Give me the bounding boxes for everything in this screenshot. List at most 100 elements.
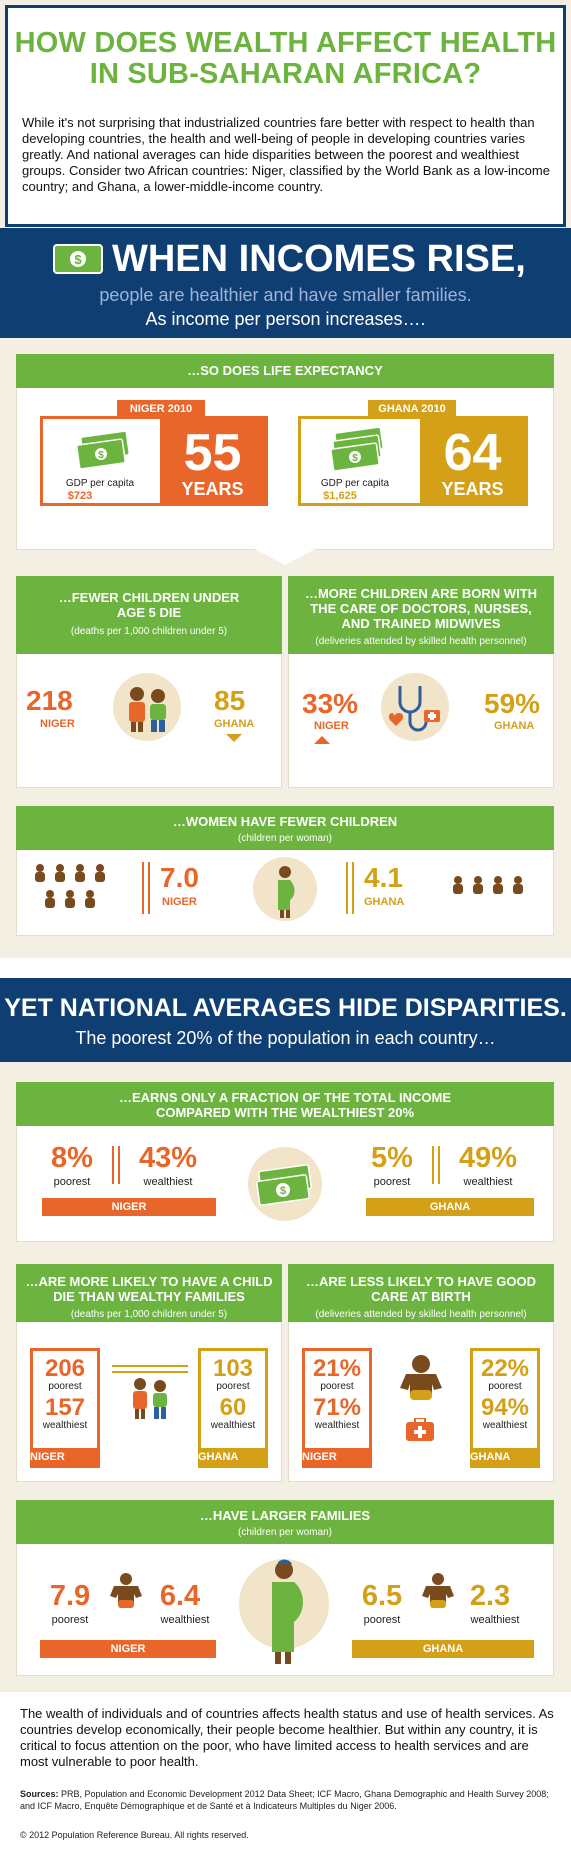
care-at-birth-title: …ARE LESS LIKELY TO HAVE GOOD CARE AT BI… <box>306 1274 536 1304</box>
ghana-label: GHANA <box>364 896 405 908</box>
intro-paragraph: While it's not surprising that industria… <box>22 115 550 194</box>
babies-icon <box>453 876 523 894</box>
niger-poorest-child-deaths: 206 <box>44 1355 86 1382</box>
poorest-label: poorest <box>373 1176 411 1188</box>
copyright: © 2012 Population Reference Bureau. All … <box>20 1830 249 1840</box>
life-expectancy-heading: …SO DOES LIFE EXPECTANCY <box>16 354 554 388</box>
svg-text:$: $ <box>98 450 104 461</box>
niger-bar: NIGER <box>40 1640 216 1658</box>
ghana-bar: GHANA <box>470 1448 540 1466</box>
niger-life-expectancy: 55 <box>183 424 242 482</box>
divider <box>346 862 354 914</box>
fertility-heading: …WOMEN HAVE FEWER CHILDREN (children per… <box>16 806 554 850</box>
children-icon <box>113 673 181 741</box>
ghana-gdp-value: $1,625 <box>323 490 357 502</box>
ghana-years-label: YEARS <box>441 479 504 499</box>
families-subtitle: (children per woman) <box>238 1527 332 1538</box>
child-deaths-heading: …FEWER CHILDREN UNDER AGE 5 DIE (deaths … <box>16 576 282 654</box>
ghana-life-expectancy: 64 <box>443 424 502 482</box>
child-death-subtitle: (deaths per 1,000 children under 5) <box>70 1309 228 1320</box>
poorest-label: poorest <box>363 1614 401 1626</box>
section1-subtitle: people are healthier and have smaller fa… <box>99 285 472 305</box>
poorest-label: poorest <box>51 1614 89 1626</box>
card-pointer <box>255 549 315 565</box>
section2-banner <box>0 978 571 1062</box>
closing-paragraph: The wealth of individuals and of countri… <box>20 1706 554 1769</box>
ghana-child-deaths: 85 <box>214 685 246 716</box>
ghana-2010-tag: GHANA 2010 <box>368 400 456 418</box>
ghana-wealthiest-fertility: 2.3 <box>469 1580 511 1612</box>
wealthiest-label: wealthiest <box>42 1420 88 1431</box>
sources-text: PRB, Population and Economic Development… <box>20 1789 549 1811</box>
ghana-bar: GHANA <box>366 1198 534 1216</box>
up-arrow-icon <box>314 736 330 744</box>
title-line-2: IN SUB-SAHARAN AFRICA? <box>89 58 482 90</box>
niger-bar: NIGER <box>42 1198 216 1216</box>
children-icon <box>112 1365 188 1419</box>
child-death-heading: …ARE MORE LIKELY TO HAVE A CHILD DIE THA… <box>16 1264 282 1322</box>
poorest-label: poorest <box>320 1381 354 1392</box>
niger-years-label: YEARS <box>181 479 244 499</box>
divider <box>112 1146 120 1184</box>
ghana-bar: GHANA <box>198 1448 268 1466</box>
fertility-subtitle: (children per woman) <box>238 833 332 844</box>
families-heading: …HAVE LARGER FAMILIES (children per woma… <box>16 1500 554 1544</box>
niger-label: NIGER <box>314 720 349 732</box>
ghana-wealthiest-care: 94% <box>480 1394 530 1421</box>
niger-gdp-value: $723 <box>67 490 93 502</box>
header-frame <box>5 5 566 227</box>
wealthiest-label: wealthiest <box>143 1176 193 1188</box>
care-at-birth-heading: …ARE LESS LIKELY TO HAVE GOOD CARE AT BI… <box>288 1264 554 1322</box>
section2-subtitle: The poorest 20% of the population in eac… <box>75 1028 496 1048</box>
svg-text:$: $ <box>280 1185 286 1197</box>
ghana-bar: GHANA <box>352 1640 534 1658</box>
niger-skilled-care: 33% <box>302 688 359 719</box>
ghana-years-box: 64 YEARS <box>420 419 525 503</box>
money-icon: $ <box>248 1147 322 1221</box>
ghana-wealthiest-income: 49% <box>458 1142 518 1174</box>
income-heading: …EARNS ONLY A FRACTION OF THE TOTAL INCO… <box>16 1082 554 1126</box>
poorest-label: poorest <box>216 1381 250 1392</box>
ghana-skilled-care: 59% <box>484 688 541 719</box>
niger-child-deaths: 218 <box>26 685 73 716</box>
pregnant-woman-icon <box>253 857 317 921</box>
wealthiest-label: wealthiest <box>470 1614 520 1626</box>
money-icon: $ <box>76 432 130 470</box>
families-title: …HAVE LARGER FAMILIES <box>199 1508 371 1523</box>
niger-bar: NIGER <box>30 1448 100 1466</box>
niger-fertility: 7.0 <box>160 862 199 893</box>
poorest-label: poorest <box>48 1381 82 1392</box>
divider <box>432 1146 440 1184</box>
poorest-label: poorest <box>53 1176 91 1188</box>
child-deaths-subtitle: (deaths per 1,000 children under 5) <box>70 626 228 637</box>
section1-title: WHEN INCOMES RISE, <box>112 238 526 280</box>
skilled-care-subtitle: (deliveries attended by skilled health p… <box>315 636 527 647</box>
svg-text:$: $ <box>74 252 82 267</box>
child-deaths-title: …FEWER CHILDREN UNDER AGE 5 DIE <box>58 590 240 620</box>
niger-wealthiest-care: 71% <box>312 1394 362 1421</box>
niger-years-box: 55 YEARS <box>160 419 265 503</box>
niger-wealthiest-child-deaths: 157 <box>44 1394 86 1421</box>
wealthiest-label: wealthiest <box>210 1420 256 1431</box>
niger-gdp-label: GDP per capita <box>65 478 135 489</box>
wealthiest-label: wealthiest <box>463 1176 513 1188</box>
baby-icon <box>400 1355 442 1400</box>
care-at-birth-subtitle: (deliveries attended by skilled health p… <box>315 1309 527 1320</box>
skilled-care-heading: …MORE CHILDREN ARE BORN WITH THE CARE OF… <box>288 576 554 654</box>
ghana-label: GHANA <box>494 720 535 732</box>
fertility-title: …WOMEN HAVE FEWER CHILDREN <box>172 814 398 829</box>
babies-icon <box>35 864 105 908</box>
ghana-fertility: 4.1 <box>364 862 403 893</box>
ghana-poorest-income: 5% <box>371 1142 413 1174</box>
money-icon: $ <box>330 428 384 472</box>
sources-label: Sources: <box>20 1789 59 1799</box>
wealthiest-label: wealthiest <box>482 1420 528 1431</box>
svg-text:$: $ <box>352 453 358 464</box>
niger-wealthiest-income: 43% <box>138 1142 198 1174</box>
niger-poorest-fertility: 7.9 <box>49 1580 91 1612</box>
page-title: HOW DOES WEALTH AFFECT HEALTH IN SUB-SAH… <box>0 28 571 90</box>
niger-2010-tag: NIGER 2010 <box>117 400 205 418</box>
child-death-title: …ARE MORE LIKELY TO HAVE A CHILD DIE THA… <box>25 1274 273 1304</box>
niger-poorest-care: 21% <box>312 1355 362 1382</box>
divider <box>142 862 150 914</box>
